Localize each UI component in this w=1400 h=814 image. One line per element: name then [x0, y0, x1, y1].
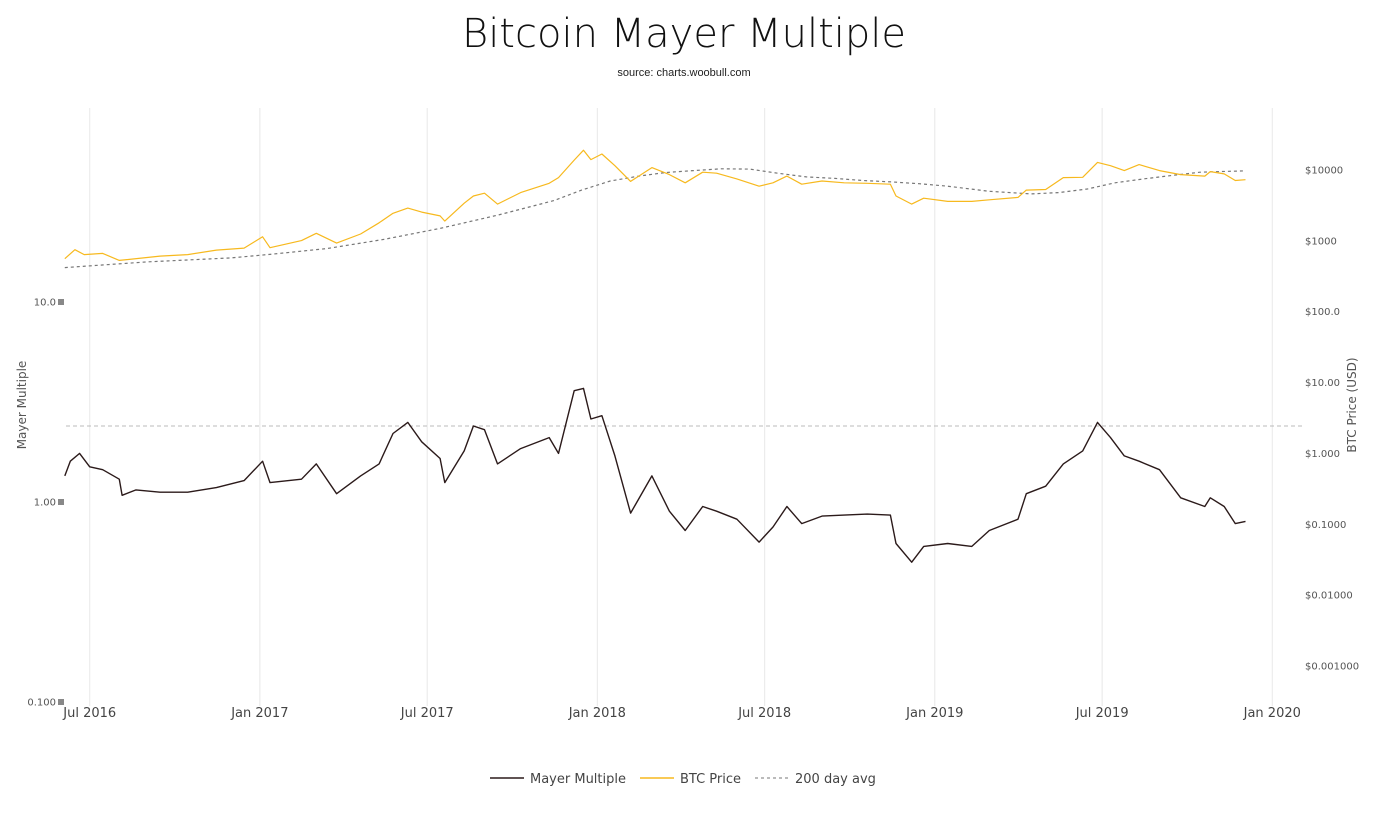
- x-tick-label: Jul 2017: [400, 706, 454, 721]
- left-tick-marker: [58, 299, 64, 305]
- x-tick-label: Jul 2019: [1075, 706, 1129, 721]
- left-tick-marker: [58, 699, 64, 705]
- right-tick-label: $0.1000: [1305, 520, 1346, 531]
- x-tick-label: Jan 2017: [230, 706, 288, 721]
- legend-label: Mayer Multiple: [530, 772, 626, 787]
- 200-day-avg-line: [64, 168, 1246, 269]
- vertical-gridlines: [89, 108, 1273, 706]
- right-tick-label: $1.000: [1305, 449, 1340, 460]
- left-axis-title: Mayer Multiple: [15, 361, 29, 450]
- right-tick-label: $0.001000: [1305, 662, 1359, 673]
- legend-label: BTC Price: [680, 772, 741, 787]
- legend: Mayer Multiple BTC Price 200 day avg: [490, 772, 876, 787]
- right-axis-title: BTC Price (USD): [1345, 357, 1359, 452]
- x-axis: Jul 2016 Jan 2017 Jul 2017 Jan 2018 Jul 2018…: [62, 706, 1301, 721]
- btc-price-line: [64, 149, 1246, 261]
- left-y-axis: 10.0 1.00 0.100: [27, 298, 64, 709]
- mayer-multiple-line: [64, 387, 1246, 563]
- right-tick-label: $1000: [1305, 236, 1337, 247]
- right-tick-label: $100.0: [1305, 307, 1340, 318]
- x-tick-label: Jan 2020: [1243, 706, 1301, 721]
- x-tick-label: Jan 2018: [568, 706, 626, 721]
- left-tick-label: 1.00: [34, 498, 56, 509]
- right-tick-label: $10.00: [1305, 378, 1340, 389]
- x-tick-label: Jul 2016: [62, 706, 116, 721]
- left-tick-label: 10.0: [34, 298, 56, 309]
- left-tick-marker: [58, 499, 64, 505]
- chart-title: Bitcoin Mayer Multiple: [462, 11, 906, 57]
- right-y-axis: $10000 $1000 $100.0 $10.00 $1.000 $0.1000 $0.0…: [1305, 166, 1359, 673]
- left-tick-label: 0.100: [27, 698, 56, 709]
- x-tick-label: Jul 2018: [737, 706, 791, 721]
- legend-label: 200 day avg: [795, 772, 876, 787]
- x-tick-label: Jan 2019: [905, 706, 963, 721]
- right-tick-label: $0.01000: [1305, 591, 1353, 602]
- chart-subtitle: source: charts.woobull.com: [617, 67, 750, 79]
- series-layer: [64, 149, 1246, 563]
- right-tick-label: $10000: [1305, 166, 1343, 177]
